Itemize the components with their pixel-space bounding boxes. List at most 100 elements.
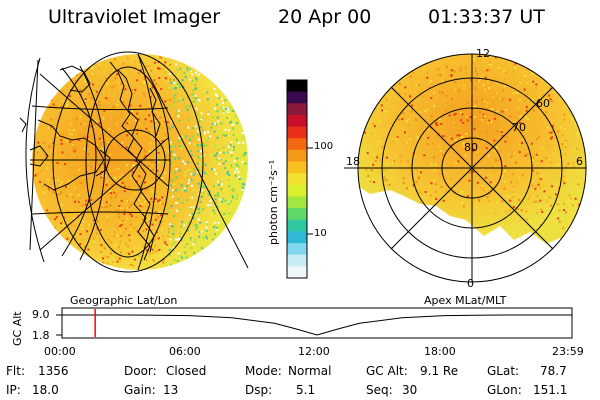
speckle-pixel xyxy=(119,228,121,231)
speckle-pixel xyxy=(585,91,586,94)
speckle-pixel xyxy=(147,70,149,73)
speckle-pixel xyxy=(77,88,80,91)
speckle-pixel xyxy=(517,112,520,114)
speckle-pixel xyxy=(404,86,407,89)
speckle-pixel xyxy=(437,73,440,76)
speckle-pixel xyxy=(501,135,504,138)
speckle-pixel xyxy=(479,68,482,71)
speckle-pixel xyxy=(204,163,207,166)
speckle-pixel xyxy=(543,114,546,117)
speckle-pixel xyxy=(401,118,404,120)
speckle-pixel xyxy=(196,171,199,174)
speckle-pixel xyxy=(231,194,234,197)
speckle-pixel xyxy=(194,224,197,227)
speckle-pixel xyxy=(144,164,147,167)
speckle-pixel xyxy=(558,220,561,223)
dsp-label: Dsp: xyxy=(245,383,273,397)
speckle-pixel xyxy=(226,107,229,110)
speckle-pixel xyxy=(504,169,506,172)
speckle-pixel xyxy=(175,176,178,179)
speckle-pixel xyxy=(436,161,439,164)
speckle-pixel xyxy=(410,110,413,113)
speckle-pixel xyxy=(106,205,109,208)
speckle-pixel xyxy=(143,122,146,125)
speckle-pixel xyxy=(499,132,502,135)
speckle-pixel xyxy=(125,176,128,179)
speckle-pixel xyxy=(197,212,200,214)
speckle-pixel xyxy=(377,154,380,157)
speckle-pixel xyxy=(116,73,119,76)
speckle-pixel xyxy=(116,123,119,126)
speckle-pixel xyxy=(225,139,228,142)
speckle-pixel xyxy=(102,117,105,120)
speckle-pixel xyxy=(98,136,101,139)
speckle-pixel xyxy=(173,241,176,244)
speckle-pixel xyxy=(477,198,480,201)
speckle-pixel xyxy=(177,83,180,86)
speckle-pixel xyxy=(469,171,472,174)
speckle-pixel xyxy=(485,131,488,134)
speckle-pixel xyxy=(75,63,78,66)
speckle-pixel xyxy=(205,144,208,147)
speckle-pixel xyxy=(145,83,148,86)
speckle-pixel xyxy=(381,145,384,148)
speckle-pixel xyxy=(52,177,54,180)
speckle-pixel xyxy=(68,132,71,135)
speckle-pixel xyxy=(45,266,48,269)
speckle-pixel xyxy=(89,75,92,78)
speckle-pixel xyxy=(535,83,538,86)
speckle-pixel xyxy=(398,92,401,95)
speckle-pixel xyxy=(191,135,194,138)
speckle-pixel xyxy=(191,93,194,96)
speckle-pixel xyxy=(129,204,132,206)
speckle-pixel xyxy=(511,58,514,61)
speckle-pixel xyxy=(62,89,65,92)
speckle-pixel xyxy=(384,169,387,172)
speckle-pixel xyxy=(420,171,422,174)
speckle-pixel xyxy=(41,61,44,64)
speckle-pixel xyxy=(548,196,551,199)
speckle-pixel xyxy=(109,56,112,59)
speckle-pixel xyxy=(209,164,211,167)
speckle-pixel xyxy=(487,154,490,157)
speckle-pixel xyxy=(98,239,101,241)
speckle-pixel xyxy=(133,232,136,235)
polar-plot xyxy=(344,53,587,283)
speckle-pixel xyxy=(136,132,139,135)
speckle-pixel xyxy=(571,198,574,201)
speckle-pixel xyxy=(237,141,240,144)
speckle-pixel xyxy=(435,198,438,200)
speckle-pixel xyxy=(151,248,154,251)
speckle-pixel xyxy=(445,94,448,97)
speckle-pixel xyxy=(157,217,160,220)
speckle-pixel xyxy=(149,254,152,257)
speckle-pixel xyxy=(129,223,132,226)
speckle-pixel xyxy=(110,241,113,244)
speckle-pixel xyxy=(32,64,35,67)
speckle-pixel xyxy=(561,143,564,146)
speckle-pixel xyxy=(213,212,216,214)
speckle-pixel xyxy=(172,225,175,228)
speckle-pixel xyxy=(147,165,150,168)
speckle-pixel xyxy=(55,100,57,103)
speckle-pixel xyxy=(508,195,511,198)
speckle-pixel xyxy=(162,235,165,238)
speckle-pixel xyxy=(485,147,488,150)
speckle-pixel xyxy=(79,181,82,184)
speckle-pixel xyxy=(52,248,54,251)
speckle-pixel xyxy=(194,143,196,146)
speckle-pixel xyxy=(105,220,108,223)
speckle-pixel xyxy=(55,143,58,146)
speckle-pixel xyxy=(127,251,130,254)
speckle-pixel xyxy=(531,184,534,187)
speckle-pixel xyxy=(409,107,412,110)
door-label: Door: xyxy=(124,364,157,378)
speckle-pixel xyxy=(217,145,220,147)
speckle-pixel xyxy=(408,124,411,127)
speckle-pixel xyxy=(453,81,456,83)
ip-value: 18.0 xyxy=(32,383,59,397)
speckle-pixel xyxy=(492,96,495,99)
speckle-pixel xyxy=(62,100,65,103)
speckle-pixel xyxy=(391,161,394,164)
speckle-pixel xyxy=(581,199,584,202)
